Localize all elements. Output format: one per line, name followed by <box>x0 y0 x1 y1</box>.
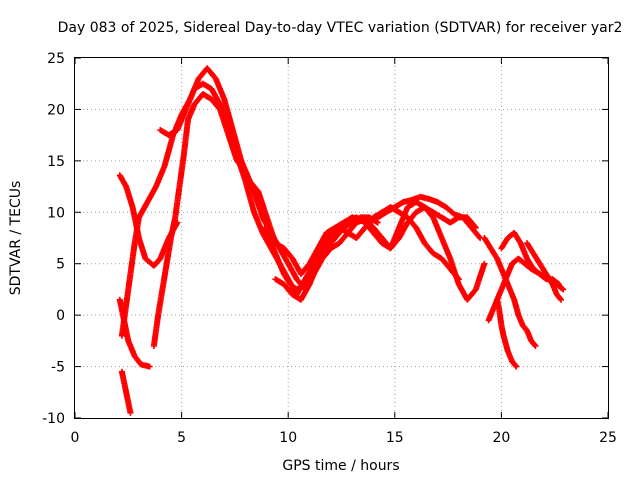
series-track-a <box>116 172 181 269</box>
x-tick-label: 25 <box>599 430 617 446</box>
y-tick-label: -10 <box>42 411 65 427</box>
series-track-h <box>272 214 381 303</box>
y-tick-label: 5 <box>56 257 65 273</box>
x-tick-label: 0 <box>71 430 80 446</box>
data-point <box>127 409 134 416</box>
plot-frame <box>74 57 609 419</box>
data-point <box>558 296 565 303</box>
y-tick-label: -5 <box>51 360 65 376</box>
data-point <box>531 341 538 348</box>
y-tick-label: 25 <box>47 51 65 67</box>
data-point <box>560 286 567 293</box>
series-track-c <box>118 368 134 416</box>
data-point <box>472 224 479 231</box>
y-tick-label: 0 <box>56 308 65 324</box>
data-point <box>454 275 461 281</box>
y-tick-label: 15 <box>47 154 65 170</box>
y-axis-label: SDTVAR / TECUs <box>8 181 24 296</box>
data-point <box>146 363 153 370</box>
data-point <box>476 233 483 240</box>
data-layer <box>116 65 567 416</box>
x-tick-label: 15 <box>386 430 404 446</box>
series-track-m <box>523 240 565 303</box>
data-point <box>471 223 478 230</box>
y-tick-label: 20 <box>47 102 65 118</box>
data-point <box>555 281 562 288</box>
x-tick-label: 20 <box>492 430 510 446</box>
series-track-k <box>494 296 520 370</box>
chart-title: Day 083 of 2025, Sidereal Day-to-day VTE… <box>58 20 623 36</box>
x-tick-label: 10 <box>279 430 297 446</box>
x-tick-label: 5 <box>177 430 186 446</box>
data-point <box>554 280 561 287</box>
data-point <box>455 276 462 283</box>
data-point <box>559 285 566 292</box>
data-point <box>513 363 520 370</box>
data-point <box>557 295 564 302</box>
data-point <box>481 260 488 267</box>
data-point <box>374 219 381 226</box>
data-point <box>532 343 539 349</box>
data-point <box>512 362 519 369</box>
y-tick-label: 10 <box>47 205 65 221</box>
x-axis-label: GPS time / hours <box>282 458 399 474</box>
